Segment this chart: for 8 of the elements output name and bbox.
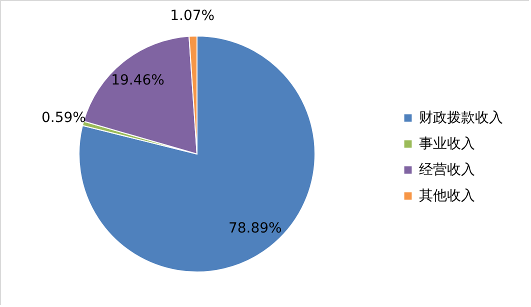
data-label: 0.59%: [41, 110, 86, 126]
legend-label: 经营收入: [419, 162, 475, 178]
data-label: 78.89%: [228, 220, 282, 236]
legend-label: 财政拨款收入: [419, 110, 503, 126]
data-label: 1.07%: [170, 8, 215, 24]
legend-label: 其他收入: [419, 188, 475, 204]
data-label: 19.46%: [111, 72, 164, 89]
legend-label: 事业收入: [419, 136, 475, 152]
